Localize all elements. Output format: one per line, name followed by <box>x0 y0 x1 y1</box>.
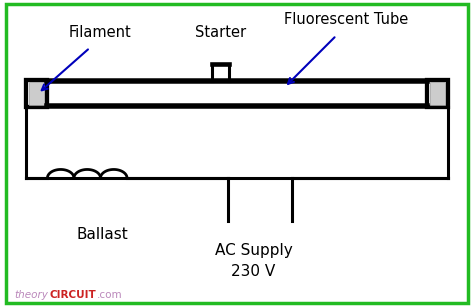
Bar <box>29 82 44 105</box>
Bar <box>427 80 448 107</box>
Text: Ballast: Ballast <box>76 227 128 242</box>
Text: theory: theory <box>14 290 48 300</box>
Text: CIRCUIT: CIRCUIT <box>50 290 97 300</box>
Text: 230 V: 230 V <box>231 264 276 279</box>
Text: Starter: Starter <box>195 25 246 40</box>
Text: AC Supply: AC Supply <box>215 243 292 258</box>
Text: Filament: Filament <box>68 25 131 40</box>
Bar <box>430 82 445 105</box>
Text: Fluorescent Tube: Fluorescent Tube <box>284 13 408 27</box>
Bar <box>26 80 47 107</box>
Text: .com: .com <box>97 290 123 300</box>
